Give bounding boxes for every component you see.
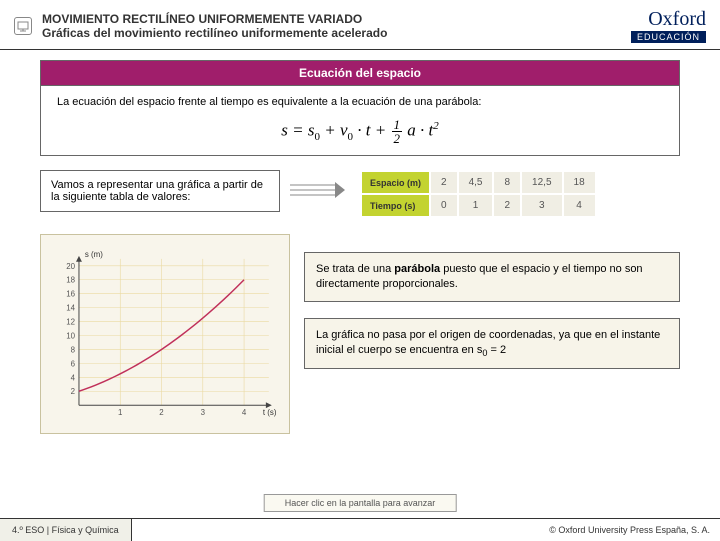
- note-text: Se trata de una: [316, 263, 394, 275]
- description-text: La ecuación del espacio frente al tiempo…: [57, 96, 663, 108]
- table-cell: 2: [493, 194, 521, 217]
- section-heading: Ecuación del espacio: [40, 60, 680, 86]
- note-text: = 2: [487, 344, 506, 356]
- presentation-icon: [14, 17, 32, 35]
- svg-text:t (s): t (s): [263, 408, 277, 417]
- eq-s0: s: [308, 120, 315, 139]
- logo-main: Oxford: [631, 8, 706, 31]
- row-label: Espacio (m): [361, 171, 430, 194]
- advance-button[interactable]: Hacer clic en la pantalla para avanzar: [264, 494, 457, 512]
- eq-d1: ·: [353, 120, 366, 139]
- svg-text:16: 16: [66, 290, 75, 299]
- svg-text:8: 8: [71, 345, 76, 354]
- equation: s = s0 + v0 · t + 12 a · t2: [57, 118, 663, 145]
- eq-ft: 1: [392, 118, 403, 132]
- notes-column: Se trata de una parábola puesto que el e…: [304, 234, 680, 434]
- svg-text:14: 14: [66, 304, 75, 313]
- logo-sub: EDUCACIÓN: [631, 31, 706, 43]
- eq-s: s: [281, 120, 288, 139]
- eq-fb: 2: [392, 132, 403, 145]
- slide-footer: 4.º ESO | Física y Química © Oxford Univ…: [0, 518, 720, 540]
- table-cell: 3: [521, 194, 562, 217]
- eq-d2: ·: [416, 120, 429, 139]
- arrow-icon: [290, 170, 350, 205]
- svg-text:s (m): s (m): [85, 250, 103, 259]
- eq-p1: +: [320, 120, 340, 139]
- content-area: Ecuación del espacio La ecuación del esp…: [0, 50, 720, 434]
- table-row: Espacio (m) 2 4,5 8 12,5 18: [361, 171, 596, 194]
- main-title: MOVIMIENTO RECTILÍNEO UNIFORMEMENTE VARI…: [42, 12, 631, 26]
- table-row: Tiempo (s) 0 1 2 3 4: [361, 194, 596, 217]
- svg-text:6: 6: [71, 359, 76, 368]
- svg-text:4: 4: [242, 408, 247, 417]
- note-bold: parábola: [394, 263, 440, 275]
- svg-text:2: 2: [71, 387, 75, 396]
- svg-text:10: 10: [66, 331, 75, 340]
- svg-text:12: 12: [66, 318, 75, 327]
- svg-text:1: 1: [118, 408, 123, 417]
- table-cell: 12,5: [521, 171, 562, 194]
- svg-text:4: 4: [71, 373, 76, 382]
- table-cell: 0: [430, 194, 458, 217]
- table-cell: 4: [563, 194, 596, 217]
- subtitle: Gráficas del movimiento rectilíneo unifo…: [42, 26, 631, 40]
- note-box-2: La gráfica no pasa por el origen de coor…: [304, 318, 680, 369]
- header-text: MOVIMIENTO RECTILÍNEO UNIFORMEMENTE VARI…: [42, 12, 631, 40]
- intro-row: Vamos a representar una gráfica a partir…: [40, 170, 680, 218]
- intro-box: Vamos a representar una gráfica a partir…: [40, 170, 280, 212]
- description-box: La ecuación del espacio frente al tiempo…: [40, 86, 680, 156]
- footer-right: © Oxford University Press España, S. A.: [549, 525, 710, 535]
- oxford-logo: Oxford EDUCACIÓN: [631, 8, 706, 43]
- table-cell: 18: [563, 171, 596, 194]
- eq-a: a: [403, 120, 416, 139]
- eq-p2: +: [371, 120, 391, 139]
- svg-text:18: 18: [66, 276, 75, 285]
- table-cell: 4,5: [458, 171, 494, 194]
- svg-text:20: 20: [66, 262, 75, 271]
- row-label: Tiempo (s): [361, 194, 430, 217]
- slide-header: MOVIMIENTO RECTILÍNEO UNIFORMEMENTE VARI…: [0, 0, 720, 47]
- table-cell: 1: [458, 194, 494, 217]
- chart-container: 24681012141618201234s (m)t (s): [40, 234, 290, 434]
- eq-eq: =: [288, 120, 308, 139]
- svg-text:3: 3: [201, 408, 206, 417]
- eq-sq: 2: [433, 120, 439, 132]
- table-cell: 8: [493, 171, 521, 194]
- table-cell: 2: [430, 171, 458, 194]
- parabola-chart: 24681012141618201234s (m)t (s): [51, 245, 279, 423]
- data-table: Espacio (m) 2 4,5 8 12,5 18 Tiempo (s) 0…: [360, 170, 597, 218]
- svg-text:2: 2: [159, 408, 163, 417]
- footer-left: 4.º ESO | Física y Química: [0, 519, 132, 541]
- note-box-1: Se trata de una parábola puesto que el e…: [304, 252, 680, 302]
- graph-row: 24681012141618201234s (m)t (s) Se trata …: [40, 234, 680, 434]
- eq-frac: 12: [392, 118, 403, 145]
- eq-v0: v: [340, 120, 348, 139]
